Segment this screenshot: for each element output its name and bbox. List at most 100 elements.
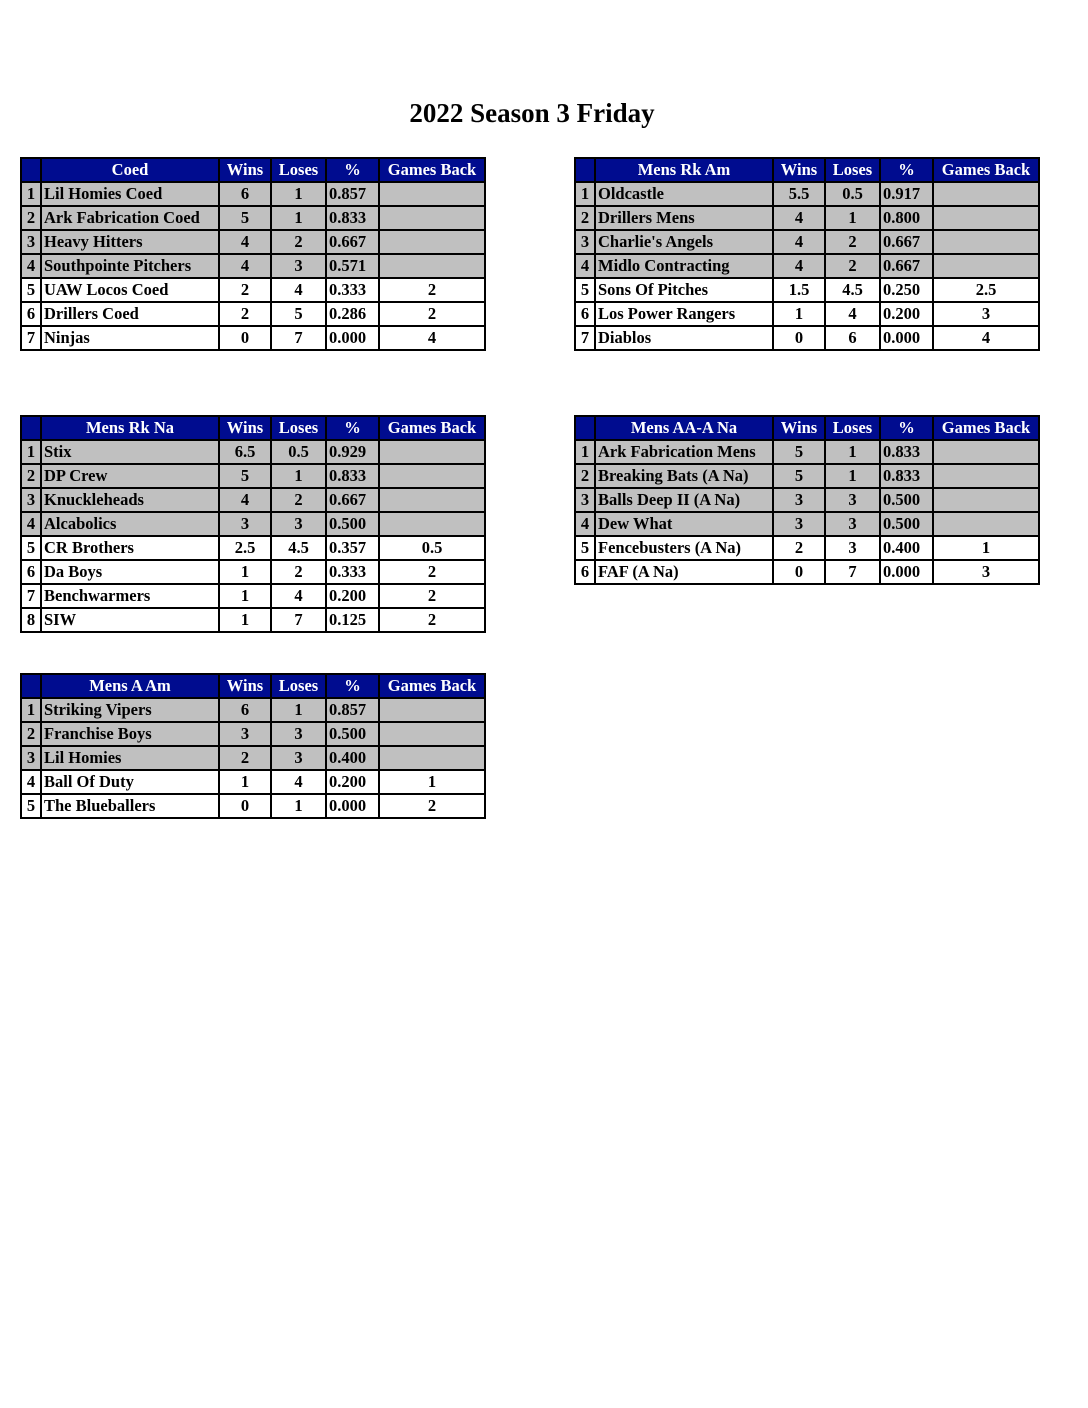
rank-cell: 5	[574, 535, 596, 561]
team-name: FAF (A Na)	[594, 559, 774, 585]
table-row: 3 Lil Homies 2 3 0.400	[20, 745, 486, 771]
team-name: Ark Fabrication Coed	[40, 205, 220, 231]
pct-cell: 0.200	[325, 583, 380, 609]
table-row: 3 Charlie's Angels 4 2 0.667	[574, 229, 1040, 255]
team-name: Lil Homies	[40, 745, 220, 771]
standings-table-mens-a-am: Mens A Am Wins Loses% Games Back 1 Striking V…	[20, 673, 486, 819]
games-back-cell	[932, 511, 1040, 537]
loses-cell: 0.5	[824, 181, 881, 207]
loses-cell: 3	[824, 511, 881, 537]
games-back-cell	[932, 463, 1040, 489]
team-name: Dew What	[594, 511, 774, 537]
rank-cell: 3	[20, 229, 42, 255]
pct-cell: 0.667	[879, 229, 934, 255]
wins-cell: 1	[772, 301, 826, 327]
wins-cell: 2	[218, 745, 272, 771]
table-row: 5 Fencebusters (A Na) 2 3 0.400 1	[574, 535, 1040, 561]
pct-cell: 0.571	[325, 253, 380, 279]
loses-cell: 6	[824, 325, 881, 351]
wins-cell: 4	[772, 253, 826, 279]
loses-cell: 2	[824, 253, 881, 279]
team-name: Ark Fabrication Mens	[594, 439, 774, 465]
games-back-cell: 2	[378, 583, 486, 609]
rank-cell: 5	[20, 277, 42, 303]
rank-cell: 2	[20, 205, 42, 231]
team-name: Los Power Rangers	[594, 301, 774, 327]
table-row: 4 Dew What 3 3 0.500	[574, 511, 1040, 537]
table-row: 6 Da Boys 1 2 0.333 2	[20, 559, 486, 585]
loses-cell: 1	[270, 793, 327, 819]
pct-cell: 0.833	[879, 463, 934, 489]
rank-cell: 2	[20, 463, 42, 489]
rank-cell: 1	[20, 439, 42, 465]
pct-cell: 0.000	[879, 325, 934, 351]
table-row: 5 UAW Locos Coed 2 4 0.333 2	[20, 277, 486, 303]
team-name: Sons Of Pitches	[594, 277, 774, 303]
table-row: 4 Ball Of Duty 1 4 0.200 1	[20, 769, 486, 795]
rank-cell: 2	[574, 205, 596, 231]
standings-table-coed: Coed Wins Loses% Games Back 1 Lil Homies Coed…	[20, 157, 486, 351]
header-row: Mens Rk Am Wins Loses% Games Back	[574, 157, 1040, 183]
team-name: Benchwarmers	[40, 583, 220, 609]
team-name: Knuckleheads	[40, 487, 220, 513]
team-name: Charlie's Angels	[594, 229, 774, 255]
page-title: 2022 Season 3 Friday	[409, 98, 655, 128]
pct-header: %	[879, 415, 934, 441]
table-row: 5 The Blueballers 0 1 0.000 2	[20, 793, 486, 819]
team-name: SIW	[40, 607, 220, 633]
table-row: 1 Lil Homies Coed 6 1 0.857	[20, 181, 486, 207]
pct-cell: 0.833	[325, 205, 380, 231]
loses-cell: 1	[270, 697, 327, 723]
team-name: CR Brothers	[40, 535, 220, 561]
table-row: 6 Los Power Rangers 1 4 0.200 3	[574, 301, 1040, 327]
loses-cell: 4	[270, 769, 327, 795]
games-back-cell: 0.5	[378, 535, 486, 561]
team-name: Alcabolics	[40, 511, 220, 537]
loses-cell: 3	[270, 511, 327, 537]
table-row: 5 CR Brothers 2.5 4.5 0.357 0.5	[20, 535, 486, 561]
wins-cell: 4	[218, 229, 272, 255]
rank-cell: 4	[20, 511, 42, 537]
rank-header	[20, 673, 42, 699]
table-row: 6 Drillers Coed 2 5 0.286 2	[20, 301, 486, 327]
table-row: 7 Benchwarmers 1 4 0.200 2	[20, 583, 486, 609]
loses-cell: 3	[270, 721, 327, 747]
pct-cell: 0.929	[325, 439, 380, 465]
wins-cell: 3	[218, 721, 272, 747]
pct-cell: 0.000	[325, 325, 380, 351]
rank-cell: 4	[20, 769, 42, 795]
rank-cell: 4	[20, 253, 42, 279]
pct-cell: 0.000	[325, 793, 380, 819]
team-name: Fencebusters (A Na)	[594, 535, 774, 561]
rank-cell: 7	[20, 583, 42, 609]
rank-cell: 7	[20, 325, 42, 351]
loses-cell: 3	[270, 745, 327, 771]
loses-cell: 4	[824, 301, 881, 327]
pct-cell: 0.667	[325, 487, 380, 513]
table-row: 7 Ninjas 0 7 0.000 4	[20, 325, 486, 351]
rank-cell: 5	[20, 793, 42, 819]
loses-cell: 2	[824, 229, 881, 255]
table-row: 1 Stix 6.5 0.5 0.929	[20, 439, 486, 465]
table-row: 2 DP Crew 5 1 0.833	[20, 463, 486, 489]
team-name: Lil Homies Coed	[40, 181, 220, 207]
pct-cell: 0.857	[325, 181, 380, 207]
team-name: Da Boys	[40, 559, 220, 585]
wins-cell: 0	[218, 793, 272, 819]
rank-cell: 8	[20, 607, 42, 633]
team-name: Heavy Hitters	[40, 229, 220, 255]
pct-cell: 0.000	[879, 559, 934, 585]
rank-cell: 5	[20, 535, 42, 561]
wins-cell: 6.5	[218, 439, 272, 465]
table-row: 3 Balls Deep II (A Na) 3 3 0.500	[574, 487, 1040, 513]
rank-cell: 1	[20, 697, 42, 723]
division-header: Mens Rk Am	[594, 157, 774, 183]
wins-cell: 4	[218, 253, 272, 279]
games-back-cell	[378, 205, 486, 231]
games-back-cell: 3	[932, 301, 1040, 327]
wins-header: Wins	[218, 415, 272, 441]
table-row: 2 Ark Fabrication Coed 5 1 0.833	[20, 205, 486, 231]
pct-header: %	[879, 157, 934, 183]
pct-header: %	[325, 673, 380, 699]
table-row: 6 FAF (A Na) 0 7 0.000 3	[574, 559, 1040, 585]
